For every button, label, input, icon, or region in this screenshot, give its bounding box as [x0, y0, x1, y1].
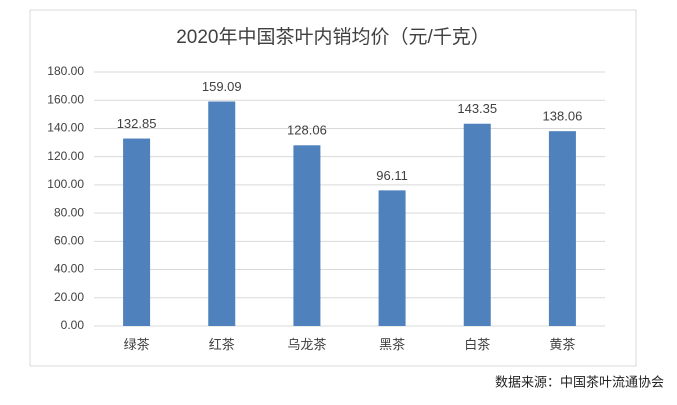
x-tick-label: 乌龙茶 [287, 337, 326, 352]
data-label: 128.06 [287, 123, 327, 138]
y-tick-label: 20.00 [54, 290, 84, 304]
y-tick-label: 60.00 [54, 234, 84, 248]
y-tick-label: 160.00 [47, 92, 84, 106]
bar [208, 101, 236, 326]
bar [463, 123, 491, 326]
x-tick-label: 红茶 [209, 337, 235, 352]
y-tick-label: 0.00 [61, 318, 85, 332]
y-tick-label: 80.00 [54, 205, 84, 219]
y-tick-label: 40.00 [54, 262, 84, 276]
x-tick-label: 绿茶 [124, 337, 150, 352]
bar [378, 190, 406, 326]
data-label: 96.11 [376, 168, 408, 183]
y-tick-label: 100.00 [47, 177, 84, 191]
chart-frame [29, 9, 637, 367]
y-tick-label: 140.00 [47, 121, 84, 135]
chart-title: 2020年中国茶叶内销均价（元/千克） [176, 26, 490, 48]
y-tick-label: 120.00 [47, 149, 84, 163]
data-label: 159.09 [202, 79, 242, 94]
bar [123, 138, 151, 326]
x-tick-label: 黑茶 [379, 337, 405, 352]
data-label: 143.35 [457, 101, 497, 116]
data-label: 138.06 [543, 109, 583, 124]
x-tick-label: 黄茶 [549, 337, 575, 352]
data-label: 132.85 [117, 116, 157, 131]
bar [548, 131, 576, 326]
bar [293, 145, 321, 326]
x-tick-label: 白茶 [464, 337, 490, 352]
source-note: 数据来源：中国茶叶流通协会 [495, 374, 664, 389]
y-tick-label: 180.00 [47, 64, 84, 78]
